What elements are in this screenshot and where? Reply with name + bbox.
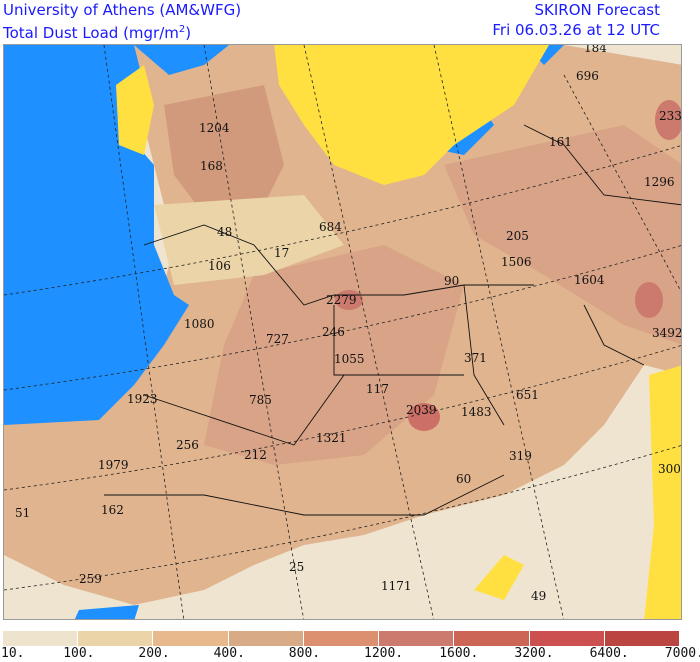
dust-peak	[655, 100, 681, 140]
legend-tick-label: 1200.	[364, 646, 404, 661]
country-borders	[104, 124, 681, 516]
atlantic-ocean	[4, 45, 189, 425]
dust-value-label: 106	[208, 259, 231, 273]
product-close: )	[185, 24, 192, 42]
legend-tick-label: 400.	[213, 646, 245, 661]
dust-value-label: 2279	[326, 293, 357, 307]
dust-value-label: 17	[274, 246, 290, 260]
dust-value-label: 651	[516, 388, 539, 402]
canary-blue	[74, 605, 139, 619]
dust-peak	[408, 403, 440, 431]
dust-value-label: 205	[506, 229, 529, 243]
dust-value-label: 1055	[334, 352, 365, 366]
product-title: Total Dust Load (mgr/m2)	[3, 21, 191, 42]
institution-title: University of Athens (AM&WFG)	[3, 1, 242, 19]
dust-value-label: 1171	[381, 579, 412, 593]
dust-value-label: 233	[659, 109, 682, 123]
map-shapes	[4, 45, 681, 619]
legend-tick-label: 7000.	[664, 646, 700, 661]
dust-value-label: 1321	[316, 431, 347, 445]
dust-value-label: 256	[176, 438, 199, 452]
dust-value-label: 1080	[184, 317, 215, 331]
legend-swatch	[228, 631, 304, 646]
dust-value-label: 696	[576, 69, 599, 83]
legend-swatch	[78, 631, 154, 646]
dust-value-label: 49	[531, 589, 547, 603]
legend-swatch	[303, 631, 380, 646]
dust-value-label: 1296	[644, 175, 675, 189]
dust-value-label: 684	[319, 220, 342, 234]
legend-tick-label: 6400.	[589, 646, 629, 661]
dust-peak	[635, 282, 663, 318]
dust-field-low	[154, 195, 344, 285]
dust-value-label: 117	[366, 382, 389, 396]
arabia-no-dust	[644, 365, 681, 619]
dust-value-label: 162	[101, 503, 124, 517]
dust-value-label: 785	[249, 393, 272, 407]
dust-value-label: 246	[322, 325, 345, 339]
dust-field-high	[164, 85, 284, 225]
legend-tick-label: 100.	[63, 646, 95, 661]
legend-tick-label: 10.	[1, 646, 25, 661]
legend-swatch	[153, 631, 229, 646]
legend-tick-label: 800.	[288, 646, 321, 661]
dust-value-label: 48	[217, 225, 233, 239]
legend-tick-label: 3200.	[514, 646, 554, 661]
color-legend	[3, 631, 680, 646]
legend-swatch	[529, 631, 605, 646]
dust-value-label: 371	[464, 351, 487, 365]
dust-value-label: 168	[200, 159, 223, 173]
dust-value-label: 60	[456, 472, 472, 486]
legend-swatch	[454, 631, 530, 646]
dust-value-label: 90	[444, 274, 460, 288]
unit-exponent: 2	[178, 24, 186, 35]
dust-value-label: 1979	[98, 458, 129, 472]
valid-time: Fri 06.03.26 at 12 UTC	[492, 21, 660, 39]
dust-value-label: 727	[266, 332, 289, 346]
graticule	[4, 45, 681, 619]
dust-value-label: 1923	[127, 392, 158, 406]
dust-value-label: 1506	[501, 255, 532, 269]
dust-value-label: 184	[584, 44, 607, 55]
dust-value-label: 2039	[406, 403, 437, 417]
dust-value-label: 161	[549, 135, 572, 149]
dust-value-label: 51	[15, 506, 31, 520]
dust-value-label: 259	[79, 572, 102, 586]
legend-swatch	[379, 631, 455, 646]
dust-value-label: 319	[509, 449, 532, 463]
dust-value-label: 1483	[461, 405, 492, 419]
dust-value-label: 3492	[652, 326, 682, 340]
europe-no-dust	[274, 45, 549, 185]
dust-value-label: 1204	[199, 121, 230, 135]
british-isles	[116, 65, 154, 155]
product-text: Total Dust Load (mgr/m	[3, 24, 179, 42]
legend-tick-label: 1600.	[439, 646, 479, 661]
dust-value-label: 1604	[574, 273, 605, 287]
dust-value-label: 212	[244, 448, 267, 462]
legend-tick-label: 200.	[138, 646, 170, 661]
horn-no-dust	[474, 555, 524, 600]
legend-swatch	[3, 631, 79, 646]
dust-load-map: 184 696 233 1204 168 161 1296 48 684 205 106 17 1506…	[3, 44, 682, 620]
legend-swatch	[604, 631, 680, 646]
dust-value-label: 25	[289, 560, 305, 574]
model-title: SKIRON Forecast	[534, 1, 660, 19]
dust-field-high	[444, 125, 681, 345]
